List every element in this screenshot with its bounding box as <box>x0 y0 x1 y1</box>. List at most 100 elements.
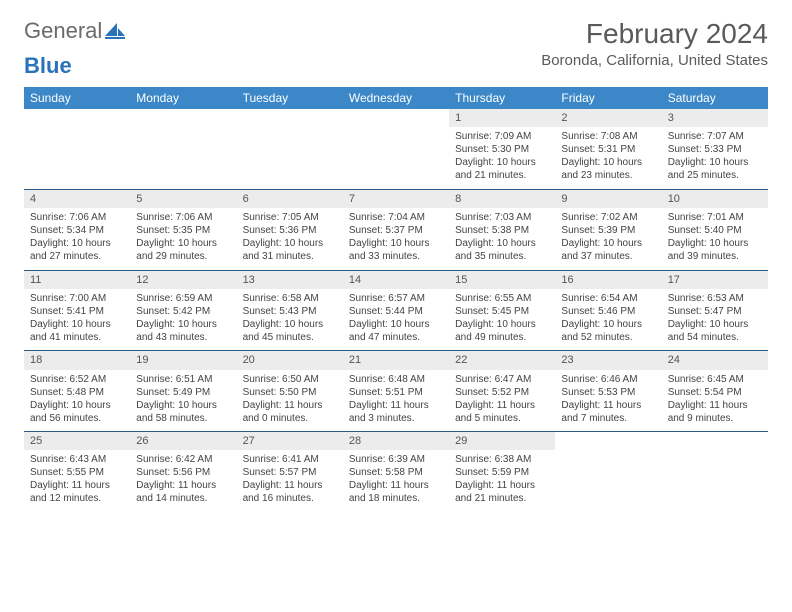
sunset-text: Sunset: 5:53 PM <box>561 386 655 399</box>
sunset-text: Sunset: 5:51 PM <box>349 386 443 399</box>
day-number-cell: 4 <box>24 189 130 208</box>
daylight-text: Daylight: 11 hours and 14 minutes. <box>136 479 230 505</box>
day-number-cell: 5 <box>130 189 236 208</box>
sunset-text: Sunset: 5:40 PM <box>668 224 762 237</box>
day-number-cell: 12 <box>130 270 236 289</box>
daylight-text: Daylight: 11 hours and 7 minutes. <box>561 399 655 425</box>
sunset-text: Sunset: 5:48 PM <box>30 386 124 399</box>
day-number-cell <box>24 109 130 127</box>
title-block: February 2024 Boronda, California, Unite… <box>541 18 768 69</box>
sunset-text: Sunset: 5:52 PM <box>455 386 549 399</box>
day-number-cell: 2 <box>555 109 661 127</box>
day-detail-cell: Sunrise: 7:00 AMSunset: 5:41 PMDaylight:… <box>24 289 130 351</box>
day-detail-cell: Sunrise: 6:51 AMSunset: 5:49 PMDaylight:… <box>130 370 236 432</box>
day-number-cell: 15 <box>449 270 555 289</box>
sunrise-text: Sunrise: 6:41 AM <box>243 453 337 466</box>
day-detail-cell: Sunrise: 7:07 AMSunset: 5:33 PMDaylight:… <box>662 127 768 189</box>
day-number-cell: 3 <box>662 109 768 127</box>
sunset-text: Sunset: 5:42 PM <box>136 305 230 318</box>
sunrise-text: Sunrise: 6:53 AM <box>668 292 762 305</box>
sunrise-text: Sunrise: 6:51 AM <box>136 373 230 386</box>
sunrise-text: Sunrise: 6:58 AM <box>243 292 337 305</box>
sunset-text: Sunset: 5:35 PM <box>136 224 230 237</box>
weekday-header: Thursday <box>449 87 555 109</box>
sunrise-text: Sunrise: 6:57 AM <box>349 292 443 305</box>
day-detail-row: Sunrise: 6:52 AMSunset: 5:48 PMDaylight:… <box>24 370 768 432</box>
day-detail-cell: Sunrise: 7:08 AMSunset: 5:31 PMDaylight:… <box>555 127 661 189</box>
day-number-cell <box>237 109 343 127</box>
daylight-text: Daylight: 10 hours and 25 minutes. <box>668 156 762 182</box>
day-number-cell: 14 <box>343 270 449 289</box>
daylight-text: Daylight: 10 hours and 49 minutes. <box>455 318 549 344</box>
sunrise-text: Sunrise: 7:01 AM <box>668 211 762 224</box>
day-detail-cell <box>555 450 661 512</box>
weekday-header: Saturday <box>662 87 768 109</box>
day-number-row: 45678910 <box>24 189 768 208</box>
day-detail-cell <box>343 127 449 189</box>
month-title: February 2024 <box>541 18 768 50</box>
day-number-row: 11121314151617 <box>24 270 768 289</box>
sunrise-text: Sunrise: 6:46 AM <box>561 373 655 386</box>
day-number-cell: 28 <box>343 432 449 451</box>
daylight-text: Daylight: 11 hours and 16 minutes. <box>243 479 337 505</box>
sunrise-text: Sunrise: 6:47 AM <box>455 373 549 386</box>
sunrise-text: Sunrise: 6:45 AM <box>668 373 762 386</box>
day-detail-cell: Sunrise: 6:39 AMSunset: 5:58 PMDaylight:… <box>343 450 449 512</box>
day-detail-cell: Sunrise: 6:52 AMSunset: 5:48 PMDaylight:… <box>24 370 130 432</box>
logo-sail-icon <box>104 22 126 40</box>
day-detail-cell: Sunrise: 6:48 AMSunset: 5:51 PMDaylight:… <box>343 370 449 432</box>
sunset-text: Sunset: 5:41 PM <box>30 305 124 318</box>
day-detail-cell: Sunrise: 7:05 AMSunset: 5:36 PMDaylight:… <box>237 208 343 270</box>
sunset-text: Sunset: 5:49 PM <box>136 386 230 399</box>
sunrise-text: Sunrise: 7:08 AM <box>561 130 655 143</box>
daylight-text: Daylight: 10 hours and 52 minutes. <box>561 318 655 344</box>
sunrise-text: Sunrise: 7:09 AM <box>455 130 549 143</box>
day-number-cell: 23 <box>555 351 661 370</box>
sunset-text: Sunset: 5:44 PM <box>349 305 443 318</box>
sunrise-text: Sunrise: 7:04 AM <box>349 211 443 224</box>
daylight-text: Daylight: 11 hours and 18 minutes. <box>349 479 443 505</box>
day-detail-cell <box>130 127 236 189</box>
day-detail-cell: Sunrise: 6:47 AMSunset: 5:52 PMDaylight:… <box>449 370 555 432</box>
daylight-text: Daylight: 10 hours and 23 minutes. <box>561 156 655 182</box>
sunset-text: Sunset: 5:34 PM <box>30 224 124 237</box>
sunrise-text: Sunrise: 7:07 AM <box>668 130 762 143</box>
day-detail-row: Sunrise: 6:43 AMSunset: 5:55 PMDaylight:… <box>24 450 768 512</box>
day-detail-cell: Sunrise: 7:06 AMSunset: 5:35 PMDaylight:… <box>130 208 236 270</box>
weekday-header: Monday <box>130 87 236 109</box>
daylight-text: Daylight: 10 hours and 27 minutes. <box>30 237 124 263</box>
sunrise-text: Sunrise: 6:39 AM <box>349 453 443 466</box>
sunset-text: Sunset: 5:36 PM <box>243 224 337 237</box>
weekday-header: Tuesday <box>237 87 343 109</box>
day-number-cell: 8 <box>449 189 555 208</box>
sunset-text: Sunset: 5:58 PM <box>349 466 443 479</box>
daylight-text: Daylight: 11 hours and 0 minutes. <box>243 399 337 425</box>
day-detail-row: Sunrise: 7:00 AMSunset: 5:41 PMDaylight:… <box>24 289 768 351</box>
daylight-text: Daylight: 10 hours and 37 minutes. <box>561 237 655 263</box>
day-number-cell: 11 <box>24 270 130 289</box>
day-detail-cell: Sunrise: 6:46 AMSunset: 5:53 PMDaylight:… <box>555 370 661 432</box>
daylight-text: Daylight: 10 hours and 33 minutes. <box>349 237 443 263</box>
sunrise-text: Sunrise: 7:06 AM <box>136 211 230 224</box>
sunset-text: Sunset: 5:46 PM <box>561 305 655 318</box>
day-detail-cell <box>662 450 768 512</box>
day-number-cell: 22 <box>449 351 555 370</box>
sunrise-text: Sunrise: 7:06 AM <box>30 211 124 224</box>
day-detail-row: Sunrise: 7:06 AMSunset: 5:34 PMDaylight:… <box>24 208 768 270</box>
sunrise-text: Sunrise: 6:50 AM <box>243 373 337 386</box>
sunrise-text: Sunrise: 6:43 AM <box>30 453 124 466</box>
sunset-text: Sunset: 5:43 PM <box>243 305 337 318</box>
sunrise-text: Sunrise: 7:05 AM <box>243 211 337 224</box>
sunrise-text: Sunrise: 6:48 AM <box>349 373 443 386</box>
day-detail-cell <box>24 127 130 189</box>
day-detail-cell: Sunrise: 6:38 AMSunset: 5:59 PMDaylight:… <box>449 450 555 512</box>
day-detail-cell: Sunrise: 7:01 AMSunset: 5:40 PMDaylight:… <box>662 208 768 270</box>
daylight-text: Daylight: 10 hours and 45 minutes. <box>243 318 337 344</box>
sunrise-text: Sunrise: 7:03 AM <box>455 211 549 224</box>
day-detail-cell <box>237 127 343 189</box>
day-number-cell: 26 <box>130 432 236 451</box>
day-detail-cell: Sunrise: 7:03 AMSunset: 5:38 PMDaylight:… <box>449 208 555 270</box>
daylight-text: Daylight: 10 hours and 35 minutes. <box>455 237 549 263</box>
day-detail-cell: Sunrise: 6:41 AMSunset: 5:57 PMDaylight:… <box>237 450 343 512</box>
day-detail-cell: Sunrise: 6:57 AMSunset: 5:44 PMDaylight:… <box>343 289 449 351</box>
